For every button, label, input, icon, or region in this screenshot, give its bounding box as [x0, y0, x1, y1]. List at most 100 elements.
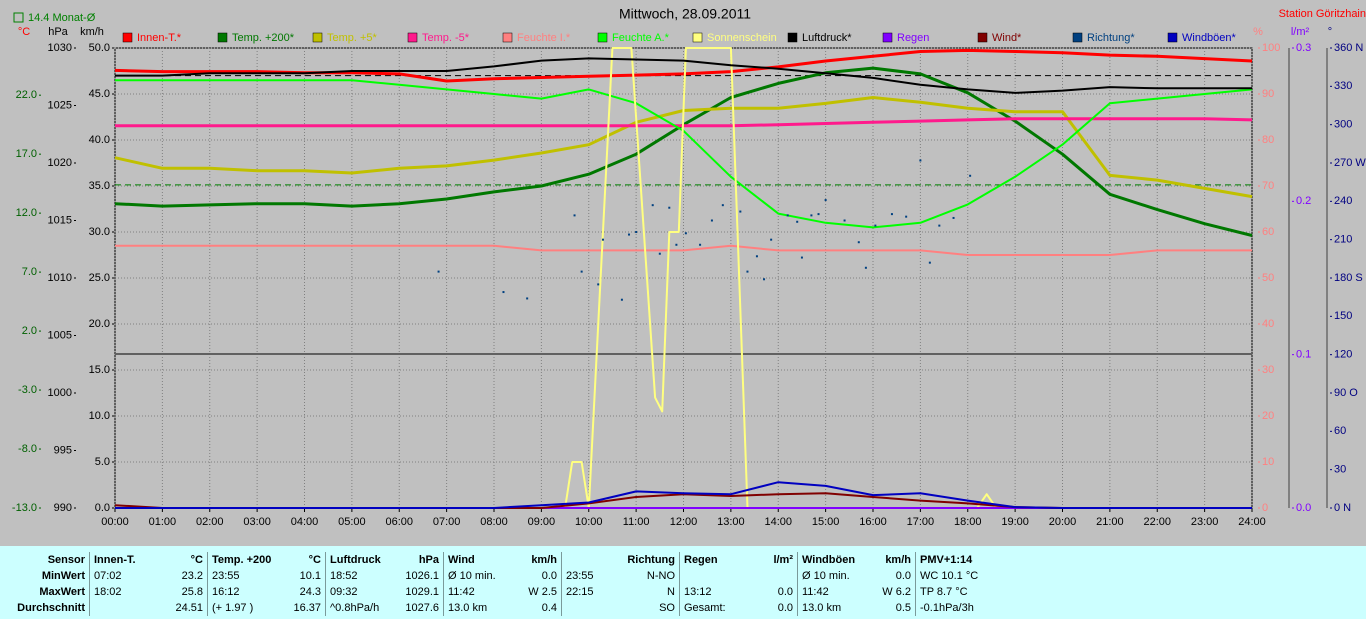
summary-table: Sensor MinWert MaxWert Durchschnitt Innen-T.…	[0, 546, 1366, 619]
x-tick-label: 03:00	[243, 516, 271, 528]
table-row: 11:42 W 6.2	[802, 584, 911, 600]
column-title: Innen-T.	[94, 554, 136, 566]
y-axis-title: hPa	[48, 26, 68, 38]
table-row: 23:55 N-NO	[566, 568, 675, 584]
y-tick-label: 1015	[48, 214, 72, 226]
direction-dot	[919, 159, 922, 162]
x-tick-label: 11:00	[623, 516, 650, 528]
y-axis-title: km/h	[80, 26, 104, 38]
legend-swatch	[692, 32, 703, 43]
y-tick-label: 40	[1262, 318, 1274, 330]
legend-label: Feuchte I.*	[517, 32, 571, 44]
direction-dot	[668, 206, 671, 209]
x-tick-label: 07:00	[433, 516, 461, 528]
x-tick-label: 09:00	[528, 516, 556, 528]
table-cell: N	[667, 586, 675, 598]
y-tick-label: 1025	[48, 99, 72, 111]
y-tick-label: 22.0	[16, 89, 37, 101]
y-tick-label: 210	[1334, 234, 1352, 246]
y-tick-label: 80	[1262, 134, 1274, 146]
legend-swatch	[312, 32, 323, 43]
row-label: MaxWert	[39, 586, 85, 598]
table-column: Wind km/h Ø 10 min. 0.0 11:42 W 2.5 13.0 km 0.4	[443, 552, 561, 616]
direction-dot	[843, 219, 846, 222]
x-tick-label: 10:00	[575, 516, 603, 528]
column-title: PMV+1:14	[920, 554, 973, 566]
x-tick-label: 02:00	[196, 516, 224, 528]
direction-dot	[437, 270, 440, 273]
y-tick-label: 10	[1262, 456, 1274, 468]
column-unit: km/h	[531, 554, 557, 566]
x-tick-label: 24:00	[1238, 516, 1266, 528]
chart: 14.4 Monat-Ø Mittwoch, 28.09.2011 Statio…	[12, 6, 1366, 528]
table-column: Luftdruck hPa 18:52 1026.1 09:32 1029.1 ^0.8hP…	[325, 552, 443, 616]
legend-swatch	[787, 32, 798, 43]
table-row: MinWert	[8, 568, 85, 584]
direction-dot	[658, 252, 661, 255]
table-header-row: Sensor	[8, 552, 85, 568]
direction-dot	[938, 224, 941, 227]
y-tick-label: 15.0	[89, 364, 110, 376]
direction-dot	[620, 298, 623, 301]
direction-dot	[905, 215, 908, 218]
y-tick-label: 12.0	[16, 207, 37, 219]
direction-dot	[969, 174, 972, 177]
y-tick-label: 0.3	[1296, 42, 1311, 54]
direction-dot	[601, 238, 604, 241]
y-tick-label: 330	[1334, 80, 1352, 92]
table-cell: 0.0	[895, 570, 911, 582]
x-tick-label: 21:00	[1096, 516, 1124, 528]
legend-label: Windböen*	[1182, 32, 1237, 44]
y-tick-label: 20.0	[89, 318, 110, 330]
y-tick-label: 0.0	[1296, 502, 1311, 514]
y-tick-label: 240	[1334, 195, 1352, 207]
table-cell: 11:42	[448, 586, 475, 598]
y-tick-label: 30	[1262, 364, 1274, 376]
y-tick-label: 35.0	[89, 180, 110, 192]
legend-swatch	[217, 32, 228, 43]
table-row: Ø 10 min. 0.0	[448, 568, 557, 584]
direction-dot	[699, 243, 702, 246]
y-tick-label: 90 O	[1334, 387, 1358, 399]
direction-dot	[526, 297, 529, 300]
direction-dot	[675, 243, 678, 246]
direction-dot	[952, 216, 955, 219]
table-cell: 23.2	[181, 570, 203, 582]
y-tick-label: 1020	[48, 157, 72, 169]
y-tick-label: 60	[1262, 226, 1274, 238]
table-row: Gesamt: 0.0	[684, 600, 793, 616]
legend-label: Wind*	[992, 32, 1022, 44]
y-tick-label: 270 W	[1334, 157, 1366, 169]
table-row: ^0.8hPa/h 1027.6	[330, 600, 439, 616]
legend-swatch	[597, 32, 608, 43]
table-cell: 18:02	[94, 586, 122, 598]
table-row: Ø 10 min. 0.0	[802, 568, 911, 584]
table-cell: 13.0 km	[448, 602, 488, 614]
direction-dot	[573, 214, 576, 217]
direction-dot	[721, 204, 724, 207]
direction-dot	[928, 261, 931, 264]
table-row: TP 8.7 °C	[920, 584, 1111, 600]
row-label: Durchschnitt	[17, 602, 85, 614]
column-title: Windböen	[802, 554, 856, 566]
table-row: 07:02 23.2	[94, 568, 203, 584]
table-cell: 10.1	[299, 570, 321, 582]
y-tick-label: 45.0	[89, 88, 110, 100]
month-avg-icon	[13, 12, 24, 23]
chart-title: Mittwoch, 28.09.2011	[619, 6, 751, 22]
table-row: 16:12 24.3	[212, 584, 321, 600]
table-cell: 25.8	[181, 586, 203, 598]
y-tick-label: 0 N	[1334, 502, 1351, 514]
y-tick-label: 7.0	[22, 266, 37, 278]
table-cell: Ø 10 min.	[802, 570, 850, 582]
legend-swatch	[882, 32, 893, 43]
direction-dot	[628, 233, 631, 236]
direction-dot	[824, 199, 827, 202]
table-cell: 23:55	[212, 570, 240, 582]
legend-label: Innen-T.*	[137, 32, 182, 44]
table-cell: 24.3	[299, 586, 321, 598]
legend-label: Sonnenschein	[707, 32, 777, 44]
legend-swatch	[502, 32, 513, 43]
y-axis-title: %	[1253, 26, 1263, 38]
